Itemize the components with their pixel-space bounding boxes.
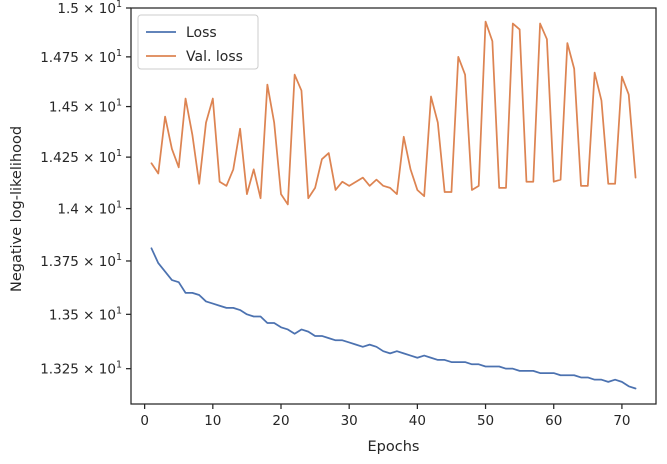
x-tick-label: 60 — [545, 413, 562, 429]
series-layer — [150, 20, 637, 390]
y-tick-label: 1.4 × 101 — [57, 200, 122, 218]
series-line-loss — [150, 247, 637, 390]
x-tick-label: 30 — [341, 413, 358, 429]
legend-label-loss: Loss — [186, 25, 217, 41]
plot-area — [131, 8, 656, 404]
y-tick-label: 1.5 × 101 — [57, 0, 122, 17]
y-tick-label: 1.45 × 101 — [49, 98, 122, 116]
x-axis: 0 10 20 30 40 50 60 70 — [140, 404, 631, 429]
y-tick-label: 1.375 × 101 — [40, 252, 122, 270]
x-tick-label: 0 — [140, 413, 149, 429]
y-tick-label: 1.475 × 101 — [40, 48, 122, 66]
x-axis-label: Epochs — [368, 439, 420, 455]
y-tick-label: 1.425 × 101 — [40, 148, 122, 166]
plot-frame — [130, 7, 657, 405]
x-tick-label: 70 — [613, 413, 630, 429]
legend-label-val-loss: Val. loss — [186, 49, 243, 65]
y-tick-label: 1.35 × 101 — [49, 305, 122, 323]
y-tick-label: 1.325 × 101 — [40, 360, 122, 378]
x-tick-label: 50 — [477, 413, 494, 429]
x-tick-label: 20 — [272, 413, 289, 429]
x-tick-label: 10 — [204, 413, 221, 429]
x-tick-label: 40 — [409, 413, 426, 429]
y-axis: 1.325 × 101 1.35 × 101 1.375 × 101 1.4 × 10… — [40, 0, 131, 378]
series-line-val-loss — [150, 20, 637, 206]
legend: Loss Val. loss — [137, 14, 259, 70]
y-axis-label: Negative log-likelihood — [9, 126, 25, 292]
